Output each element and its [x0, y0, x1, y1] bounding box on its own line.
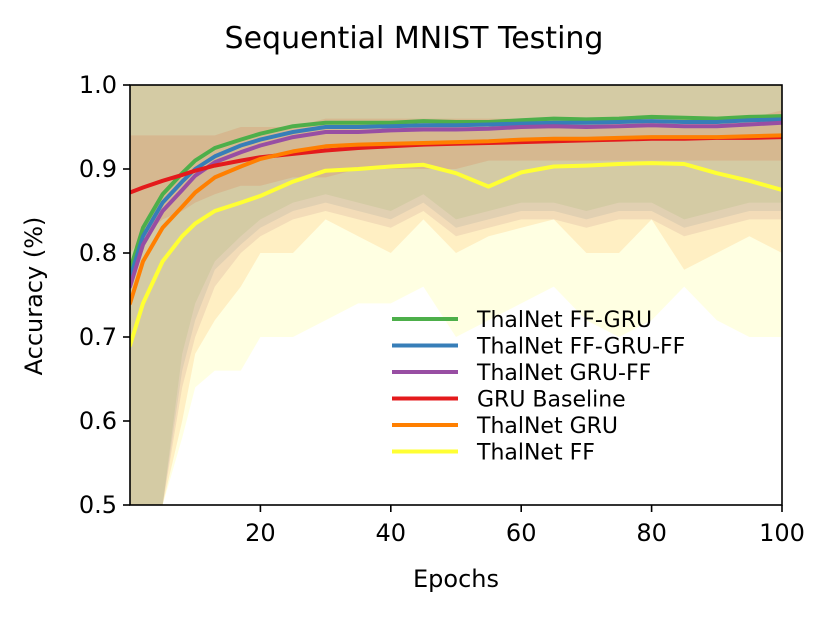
legend-label-0: ThalNet FF-GRU: [476, 308, 652, 333]
y-tick-label: 0.6: [79, 407, 117, 435]
error-band-0: [130, 85, 782, 505]
plot-frame: [129, 84, 783, 506]
y-tick-label: 0.8: [79, 239, 117, 267]
legend-label-2: ThalNet GRU-FF: [476, 361, 651, 386]
series-line-5: [130, 161, 782, 348]
y-axis-label: Accuracy (%): [20, 217, 48, 376]
x-tick-label: 40: [376, 519, 407, 547]
series-line-2: [130, 120, 782, 289]
legend-label-5: ThalNet FF: [476, 441, 595, 466]
error-band-3: [130, 110, 782, 253]
legend-label-3: GRU Baseline: [477, 388, 626, 413]
x-tick-label: 20: [245, 519, 276, 547]
y-tick-label: 0.5: [79, 491, 117, 519]
error-band-1: [130, 85, 782, 505]
x-axis-label: Epochs: [413, 565, 499, 593]
error-bands: [130, 85, 782, 505]
series-line-0: [130, 114, 782, 272]
error-band-5: [130, 85, 782, 505]
series-lines: [130, 114, 782, 348]
x-tick-label: 100: [759, 519, 805, 547]
y-tick-label: 1.0: [79, 71, 117, 99]
y-tick-label: 0.7: [79, 323, 117, 351]
error-band-2: [130, 85, 782, 505]
series-line-4: [130, 133, 782, 306]
legend-label-4: ThalNet GRU: [476, 414, 618, 439]
y-tick-label: 0.9: [79, 155, 117, 183]
x-axis: 20 40 60 80 100: [245, 505, 805, 547]
x-tick-label: 60: [506, 519, 537, 547]
legend-label-1: ThalNet FF-GRU-FF: [476, 335, 685, 360]
error-band-4: [130, 85, 782, 505]
x-tick-label: 80: [636, 519, 667, 547]
y-axis: 0.5 0.6 0.7 0.8 0.9 1.0: [79, 71, 130, 519]
chart-title: Sequential MNIST Testing: [225, 21, 604, 56]
